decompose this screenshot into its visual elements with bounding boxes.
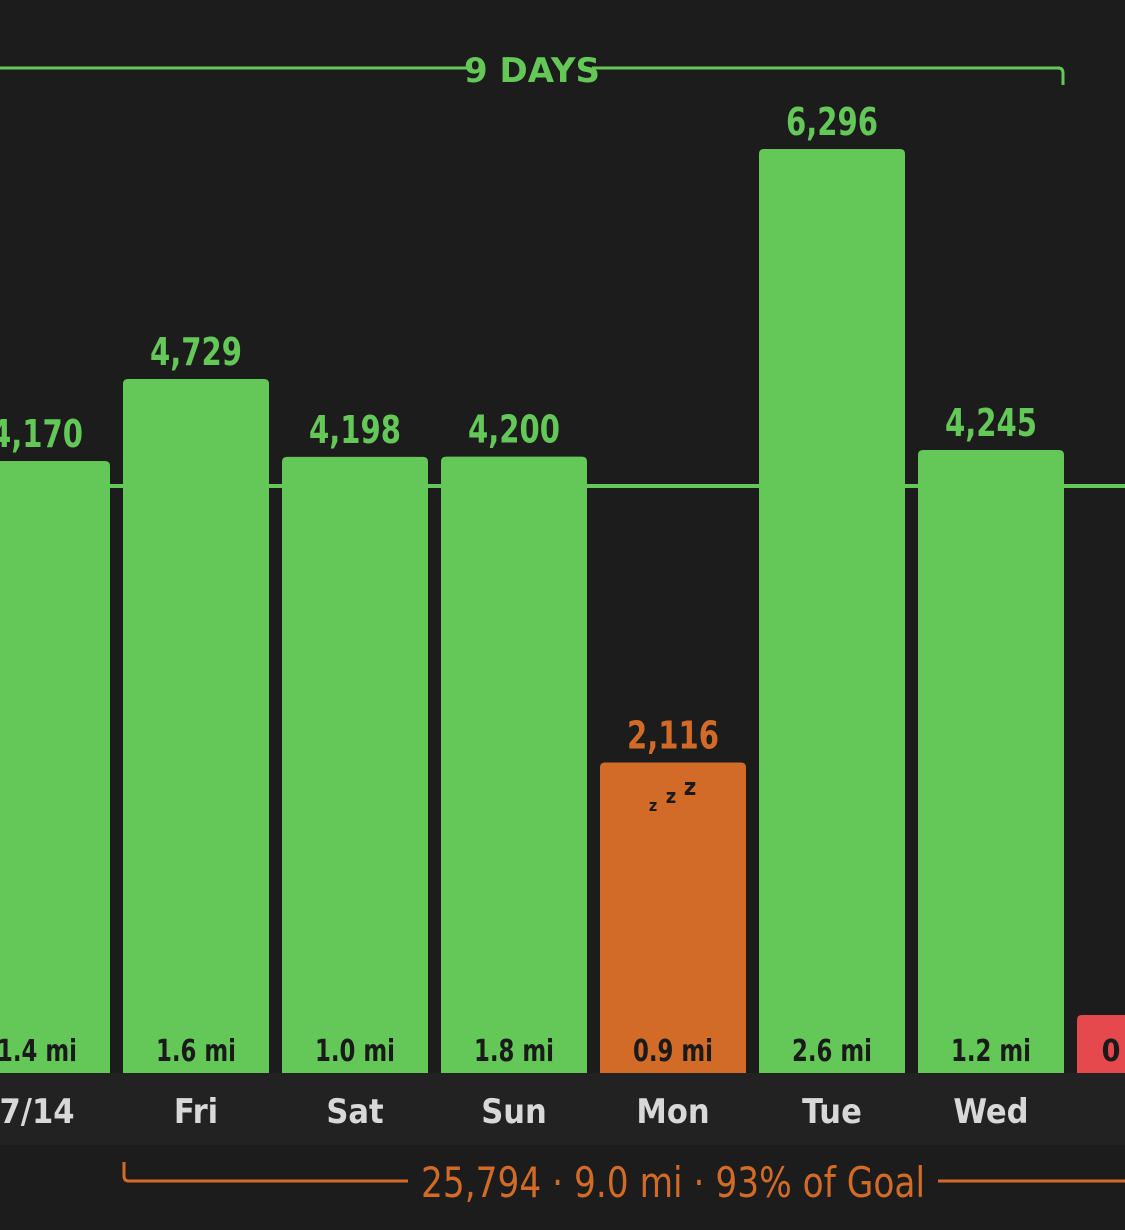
day-label: Sun: [481, 1092, 547, 1132]
day-label: Sat: [326, 1092, 383, 1132]
distance-label: 1.2 mi: [951, 1034, 1031, 1069]
distance-label: 1.6 mi: [156, 1034, 236, 1069]
bars-layer: 4,170 1.4 mi 4,729 1.6 mi 4,198 1.0 mi 4,200 1.…: [0, 100, 1125, 1074]
summary-bracket: 25,794 · 9.0 mi · 93% of Goal: [122, 1158, 1125, 1207]
distance-label: 1.8 mi: [474, 1034, 554, 1069]
day-label: Mon: [636, 1092, 709, 1132]
streak-bracket-end: [1057, 66, 1065, 85]
svg-text:z: z: [649, 796, 657, 815]
distance-label: 0: [1102, 1034, 1121, 1069]
summary-bracket-start: [122, 1162, 408, 1183]
svg-text:z: z: [684, 773, 697, 801]
day-label: Fri: [174, 1092, 218, 1132]
step-count-label: 6,296: [786, 100, 878, 144]
day-label-band: [0, 1073, 1125, 1145]
bar-sat[interactable]: [282, 456, 428, 1073]
step-count-label: 4,170: [0, 412, 83, 456]
distance-label: 1.4 mi: [0, 1034, 77, 1069]
distance-label: 2.6 mi: [792, 1034, 872, 1069]
distance-label: 1.0 mi: [315, 1034, 395, 1069]
day-label: 7/14: [0, 1092, 75, 1132]
step-count-label: 4,198: [309, 408, 401, 452]
labels-layer: 7/14FriSatSunMonTueWedT: [0, 1073, 1125, 1145]
step-count-label: 2,116: [627, 713, 719, 757]
svg-text:z: z: [666, 784, 676, 808]
day-label: Tue: [802, 1092, 862, 1132]
step-count-label: 4,729: [150, 330, 242, 374]
bar-mon[interactable]: [600, 762, 746, 1073]
bar-sun[interactable]: [441, 456, 587, 1073]
streak-bracket: 9 DAYS: [0, 51, 1065, 91]
step-count-label: 4,245: [945, 401, 1037, 445]
bar-tue[interactable]: [759, 149, 905, 1073]
bar-7-14[interactable]: [0, 461, 110, 1073]
bar-t[interactable]: [1077, 1015, 1125, 1073]
day-label: Wed: [953, 1092, 1028, 1132]
bar-wed[interactable]: [918, 450, 1064, 1073]
bar-fri[interactable]: [123, 378, 269, 1074]
distance-label: 0.9 mi: [633, 1034, 713, 1069]
summary-label: 25,794 · 9.0 mi · 93% of Goal: [421, 1158, 925, 1207]
step-count-label: 4,200: [468, 408, 560, 452]
streak-label: 9 DAYS: [464, 51, 600, 91]
